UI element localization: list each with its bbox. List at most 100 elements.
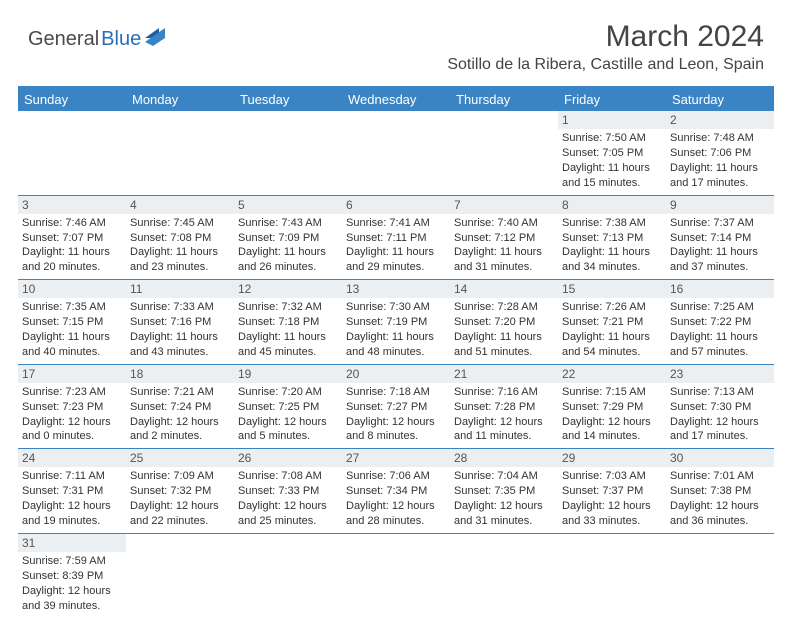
sunrise-text: Sunrise: 7:35 AM — [22, 300, 122, 315]
weekday-label: Monday — [126, 88, 234, 111]
daylight-text: and 45 minutes. — [238, 345, 338, 360]
weekday-label: Sunday — [18, 88, 126, 111]
day-number: 14 — [450, 280, 558, 298]
calendar-cell-empty — [234, 111, 342, 195]
daylight-text: Daylight: 12 hours — [670, 415, 770, 430]
sunrise-text: Sunrise: 7:20 AM — [238, 385, 338, 400]
sunrise-text: Sunrise: 7:50 AM — [562, 131, 662, 146]
calendar-cell: 4Sunrise: 7:45 AMSunset: 7:08 PMDaylight… — [126, 196, 234, 280]
daylight-text: Daylight: 12 hours — [454, 415, 554, 430]
daylight-text: and 31 minutes. — [454, 260, 554, 275]
sunrise-text: Sunrise: 7:15 AM — [562, 385, 662, 400]
day-number: 21 — [450, 365, 558, 383]
sunrise-text: Sunrise: 7:25 AM — [670, 300, 770, 315]
calendar-cell: 17Sunrise: 7:23 AMSunset: 7:23 PMDayligh… — [18, 365, 126, 449]
sunrise-text: Sunrise: 7:21 AM — [130, 385, 230, 400]
daylight-text: Daylight: 12 hours — [346, 499, 446, 514]
sunrise-text: Sunrise: 7:03 AM — [562, 469, 662, 484]
calendar-cell-empty — [450, 534, 558, 617]
calendar-week: 10Sunrise: 7:35 AMSunset: 7:15 PMDayligh… — [18, 280, 774, 365]
calendar-cell-empty — [342, 111, 450, 195]
daylight-text: Daylight: 11 hours — [130, 330, 230, 345]
daylight-text: Daylight: 11 hours — [670, 330, 770, 345]
daylight-text: and 8 minutes. — [346, 429, 446, 444]
sunset-text: Sunset: 7:05 PM — [562, 146, 662, 161]
sunrise-text: Sunrise: 7:40 AM — [454, 216, 554, 231]
calendar-cell: 27Sunrise: 7:06 AMSunset: 7:34 PMDayligh… — [342, 449, 450, 533]
calendar-cell: 22Sunrise: 7:15 AMSunset: 7:29 PMDayligh… — [558, 365, 666, 449]
sunset-text: Sunset: 7:38 PM — [670, 484, 770, 499]
daylight-text: and 26 minutes. — [238, 260, 338, 275]
calendar-cell: 13Sunrise: 7:30 AMSunset: 7:19 PMDayligh… — [342, 280, 450, 364]
calendar-week: 17Sunrise: 7:23 AMSunset: 7:23 PMDayligh… — [18, 365, 774, 450]
day-number: 23 — [666, 365, 774, 383]
daylight-text: and 15 minutes. — [562, 176, 662, 191]
daylight-text: Daylight: 12 hours — [130, 499, 230, 514]
sunrise-text: Sunrise: 7:04 AM — [454, 469, 554, 484]
location-subtitle: Sotillo de la Ribera, Castille and Leon,… — [447, 56, 764, 74]
sunset-text: Sunset: 7:32 PM — [130, 484, 230, 499]
daylight-text: and 5 minutes. — [238, 429, 338, 444]
daylight-text: Daylight: 11 hours — [562, 245, 662, 260]
sunrise-text: Sunrise: 7:59 AM — [22, 554, 122, 569]
day-number: 27 — [342, 449, 450, 467]
sunset-text: Sunset: 7:34 PM — [346, 484, 446, 499]
daylight-text: Daylight: 11 hours — [454, 245, 554, 260]
calendar-cell: 2Sunrise: 7:48 AMSunset: 7:06 PMDaylight… — [666, 111, 774, 195]
calendar-cell: 19Sunrise: 7:20 AMSunset: 7:25 PMDayligh… — [234, 365, 342, 449]
calendar-cell-empty — [126, 111, 234, 195]
day-number: 29 — [558, 449, 666, 467]
calendar-cell: 31Sunrise: 7:59 AMSunset: 8:39 PMDayligh… — [18, 534, 126, 617]
daylight-text: Daylight: 12 hours — [22, 499, 122, 514]
daylight-text: Daylight: 12 hours — [562, 499, 662, 514]
daylight-text: and 51 minutes. — [454, 345, 554, 360]
daylight-text: and 33 minutes. — [562, 514, 662, 529]
weekday-label: Tuesday — [234, 88, 342, 111]
sunrise-text: Sunrise: 7:46 AM — [22, 216, 122, 231]
daylight-text: Daylight: 12 hours — [670, 499, 770, 514]
daylight-text: Daylight: 11 hours — [670, 161, 770, 176]
daylight-text: Daylight: 11 hours — [454, 330, 554, 345]
calendar-cell: 21Sunrise: 7:16 AMSunset: 7:28 PMDayligh… — [450, 365, 558, 449]
calendar-cell: 1Sunrise: 7:50 AMSunset: 7:05 PMDaylight… — [558, 111, 666, 195]
daylight-text: Daylight: 11 hours — [238, 245, 338, 260]
sunrise-text: Sunrise: 7:08 AM — [238, 469, 338, 484]
sunrise-text: Sunrise: 7:16 AM — [454, 385, 554, 400]
day-number: 12 — [234, 280, 342, 298]
day-number: 15 — [558, 280, 666, 298]
daylight-text: Daylight: 12 hours — [238, 499, 338, 514]
sunrise-text: Sunrise: 7:43 AM — [238, 216, 338, 231]
sunrise-text: Sunrise: 7:26 AM — [562, 300, 662, 315]
calendar-cell: 5Sunrise: 7:43 AMSunset: 7:09 PMDaylight… — [234, 196, 342, 280]
daylight-text: and 48 minutes. — [346, 345, 446, 360]
calendar-cell-empty — [234, 534, 342, 617]
calendar-cell: 30Sunrise: 7:01 AMSunset: 7:38 PMDayligh… — [666, 449, 774, 533]
daylight-text: and 20 minutes. — [22, 260, 122, 275]
sunset-text: Sunset: 7:06 PM — [670, 146, 770, 161]
calendar-cell: 12Sunrise: 7:32 AMSunset: 7:18 PMDayligh… — [234, 280, 342, 364]
daylight-text: and 31 minutes. — [454, 514, 554, 529]
calendar-week: 31Sunrise: 7:59 AMSunset: 8:39 PMDayligh… — [18, 534, 774, 617]
day-number: 30 — [666, 449, 774, 467]
daylight-text: Daylight: 12 hours — [22, 584, 122, 599]
day-number: 22 — [558, 365, 666, 383]
calendar-cell: 25Sunrise: 7:09 AMSunset: 7:32 PMDayligh… — [126, 449, 234, 533]
day-number: 10 — [18, 280, 126, 298]
daylight-text: Daylight: 11 hours — [22, 330, 122, 345]
daylight-text: and 54 minutes. — [562, 345, 662, 360]
calendar-cell: 20Sunrise: 7:18 AMSunset: 7:27 PMDayligh… — [342, 365, 450, 449]
sunrise-text: Sunrise: 7:09 AM — [130, 469, 230, 484]
calendar-cell: 11Sunrise: 7:33 AMSunset: 7:16 PMDayligh… — [126, 280, 234, 364]
daylight-text: and 37 minutes. — [670, 260, 770, 275]
logo-text-general: General — [28, 28, 99, 51]
day-number: 9 — [666, 196, 774, 214]
sunset-text: Sunset: 7:14 PM — [670, 231, 770, 246]
calendar-cell: 28Sunrise: 7:04 AMSunset: 7:35 PMDayligh… — [450, 449, 558, 533]
daylight-text: Daylight: 12 hours — [562, 415, 662, 430]
day-number: 24 — [18, 449, 126, 467]
daylight-text: Daylight: 12 hours — [238, 415, 338, 430]
sunset-text: Sunset: 7:31 PM — [22, 484, 122, 499]
weekday-label: Friday — [558, 88, 666, 111]
daylight-text: Daylight: 11 hours — [670, 245, 770, 260]
sunrise-text: Sunrise: 7:45 AM — [130, 216, 230, 231]
